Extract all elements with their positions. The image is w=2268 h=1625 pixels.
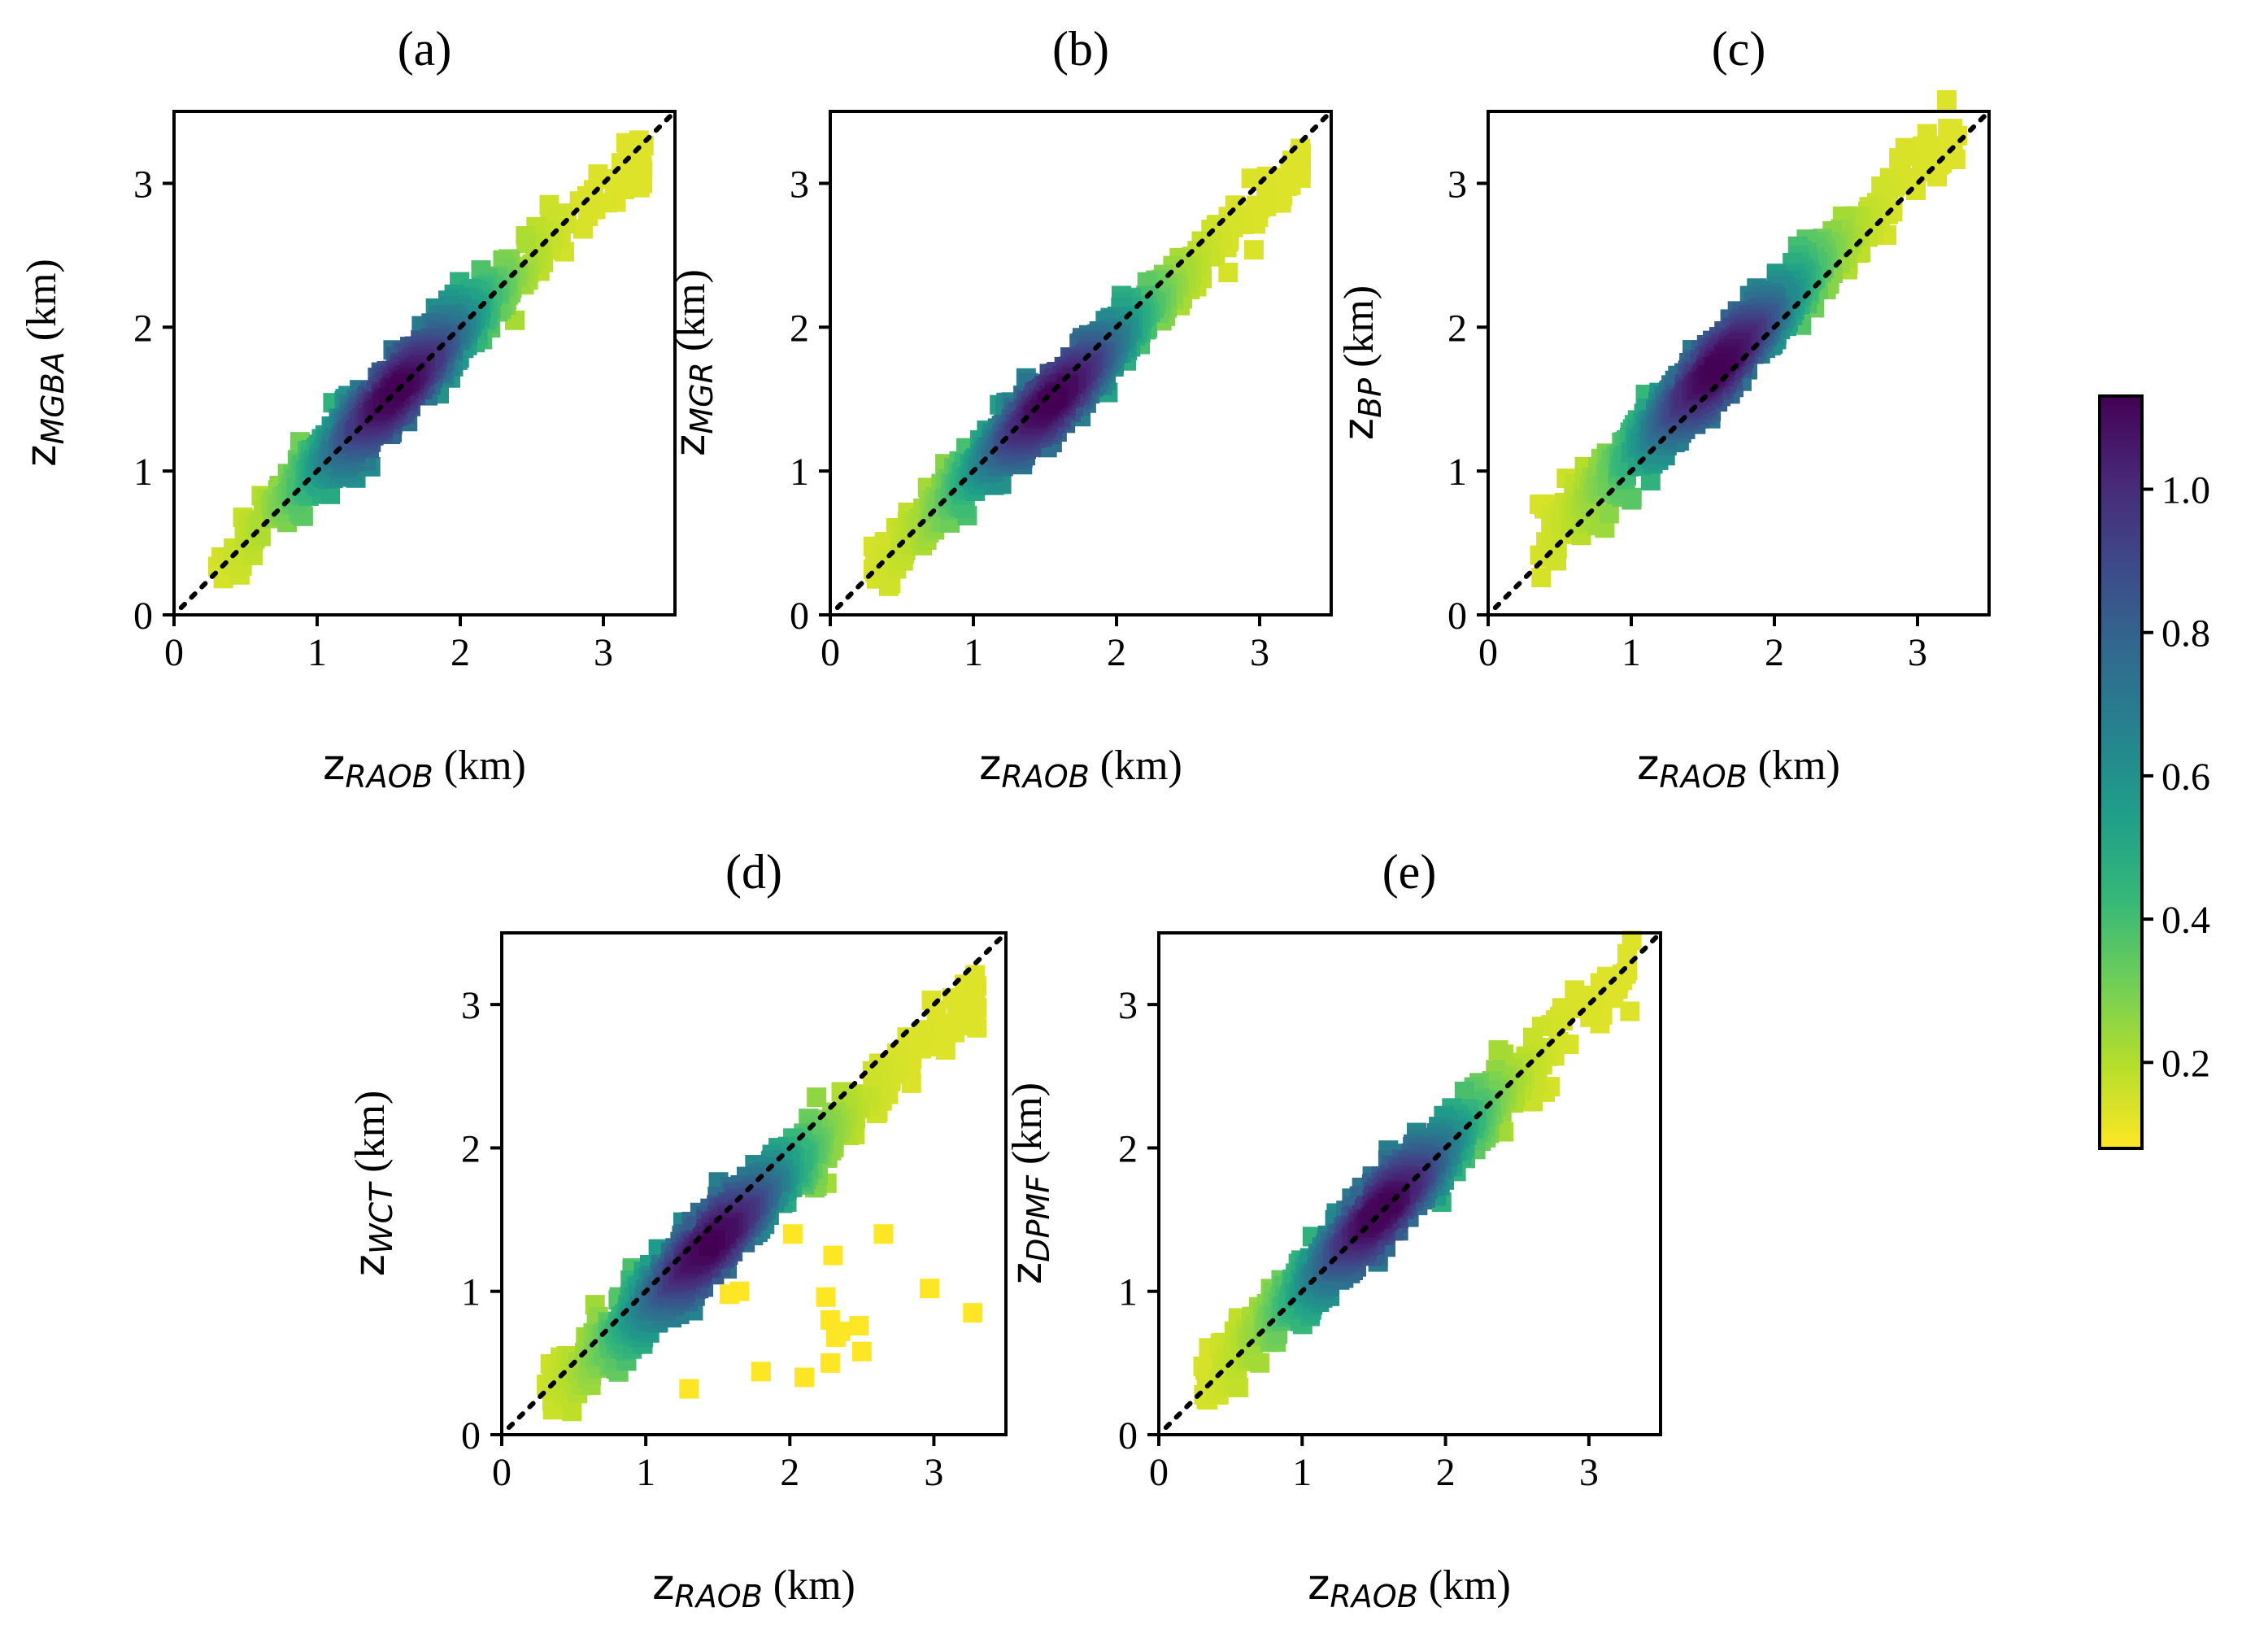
x-tick-label: 1 [1622,631,1641,674]
x-tick-label: 0 [164,631,184,674]
panel-b-xlabel: zRAOB (km) [979,741,1182,795]
x-tick-label: 3 [594,631,613,674]
y-tick-label: 3 [133,163,153,206]
y-tick-label: 1 [1447,451,1467,494]
y-tick-label: 3 [790,163,809,206]
y-tick-label: 0 [790,595,809,638]
panel-a-xlabel: zRAOB (km) [323,741,526,795]
panel-c-ylabel: zBP (km) [1334,285,1388,440]
y-tick-label: 2 [1447,307,1467,350]
panel-d-title: (d) [725,845,782,899]
outlier-point [851,1341,872,1361]
panel-c-points [1529,89,1968,588]
x-tick-label: 2 [780,1451,799,1494]
y-tick-label: 3 [461,984,481,1027]
x-tick-label: 2 [1765,631,1784,674]
y-tick-label: 2 [133,307,153,350]
outlier-point [830,1322,851,1342]
outlier-point [820,1353,840,1373]
panel-e-points [1193,930,1642,1410]
outlier-point [823,1245,843,1266]
data-point [1488,1040,1508,1061]
panel-a: (a) 0 1 2 3 0 1 2 3 zRAOB (km) zMGBA (km) [17,22,677,795]
data-point [1218,263,1238,283]
outlier-point [873,1224,894,1244]
outlier-point [849,1316,869,1336]
outlier-point [751,1361,771,1382]
outlier-point [782,1224,803,1244]
y-tick-label: 0 [133,595,153,638]
outlier-point [679,1379,699,1399]
panel-c-xlabel: zRAOB (km) [1637,741,1840,795]
y-tick-label: 0 [461,1414,481,1457]
outlier-point [963,1303,983,1323]
x-tick-label: 3 [1250,631,1269,674]
data-point [1241,168,1261,189]
data-point [572,219,593,239]
x-tick-label: 2 [451,631,470,674]
panel-d-points [537,965,987,1422]
data-point [1249,1353,1269,1373]
data-point [699,1236,719,1257]
data-point [1565,980,1585,1000]
data-point [1599,503,1619,524]
data-point [807,1087,827,1108]
data-point [1531,568,1552,588]
panel-a-ylabel: zMGBA (km) [17,259,71,467]
panel-b-points [863,138,1312,596]
data-point [616,133,636,153]
y-tick-label: 1 [790,451,809,494]
x-tick-label: 0 [821,631,840,674]
x-tick-label: 3 [924,1451,943,1494]
data-point [516,233,537,254]
panel-d-ylabel: zWCT (km) [346,1091,399,1277]
x-tick-label: 0 [1478,631,1498,674]
panel-d: (d) 0 1 2 3 0 1 2 3 zRAOB (km) zWCT (km) [346,845,1008,1614]
x-tick-label: 1 [964,631,983,674]
data-point [1936,89,1957,110]
data-point [1704,360,1725,381]
panel-d-xlabel: zRAOB (km) [652,1561,855,1614]
outlier-point [816,1287,836,1307]
x-tick-label: 1 [636,1451,655,1494]
y-tick-label: 3 [1447,163,1467,206]
y-tick-label: 0 [1447,595,1467,638]
y-tick-label: 2 [461,1127,481,1170]
outlier-point [729,1281,750,1301]
panel-a-points [207,130,654,589]
panel-c-title: (c) [1712,22,1766,76]
data-point [1243,240,1264,260]
y-tick-label: 2 [790,307,809,350]
data-point [562,1401,582,1422]
outlier-point [920,1279,940,1299]
x-tick-label: 0 [492,1451,511,1494]
x-tick-label: 1 [307,631,327,674]
panel-a-title: (a) [398,22,452,76]
data-point [1228,1378,1248,1398]
y-tick-label: 1 [461,1271,481,1314]
panel-e-title: (e) [1382,845,1437,899]
data-point [1622,487,1642,508]
y-tick-label: 1 [133,451,153,494]
x-tick-label: 2 [1107,631,1126,674]
x-tick-label: 3 [1908,631,1927,674]
panel-b-title: (b) [1052,22,1109,76]
outlier-point [794,1367,814,1388]
panel-c: (c) 0 1 2 3 0 1 2 3 zRAOB (km) zBP (km) [1334,22,1991,795]
data-point [863,1065,883,1086]
